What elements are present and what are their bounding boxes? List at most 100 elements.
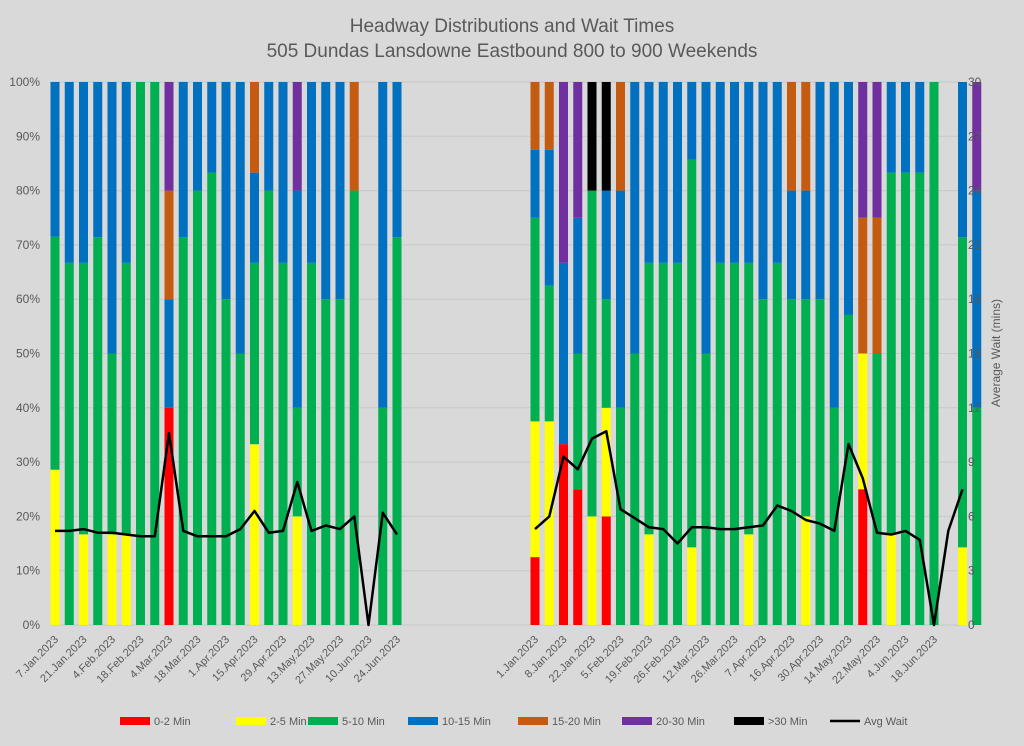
bar-segment	[958, 82, 967, 238]
bar-segment	[544, 149, 554, 286]
bar-segment	[50, 82, 60, 237]
bar-segment	[221, 82, 231, 300]
bar-segment	[958, 547, 967, 625]
bar-segment	[901, 172, 910, 625]
y2-tick-label: 15	[968, 347, 982, 361]
bar-segment	[587, 516, 597, 625]
bar-segment	[79, 534, 88, 625]
bar-segment	[50, 236, 60, 470]
bar-segment	[530, 82, 540, 150]
bar-segment	[544, 285, 554, 422]
bar-segment	[658, 262, 668, 625]
bar-segment	[207, 172, 217, 625]
bar-segment	[93, 237, 103, 625]
bar-segment	[349, 190, 359, 625]
bar-segment	[573, 217, 583, 354]
y2-tick-label: 21	[968, 238, 982, 252]
bar-segment	[321, 82, 331, 300]
bar-segment	[787, 82, 796, 191]
bar-segment	[758, 299, 768, 625]
bar-segment	[601, 190, 611, 300]
bar-segment	[801, 190, 811, 300]
bar-segment	[164, 299, 174, 408]
bar-segment	[844, 82, 853, 315]
bar-segment	[307, 82, 316, 263]
bar-segment	[250, 172, 259, 263]
bar-segment	[250, 444, 259, 625]
bar-segment	[587, 82, 597, 191]
bar-segment	[292, 516, 302, 625]
bar-segment	[687, 82, 697, 160]
bar-segment	[787, 299, 796, 625]
bar-segment	[264, 190, 274, 625]
bar-segment	[687, 547, 697, 625]
legend-swatch	[120, 717, 150, 725]
bar-segment	[349, 82, 359, 191]
avg-wait-line	[55, 431, 399, 627]
bar-segment	[972, 407, 982, 625]
bar-segment	[530, 421, 540, 558]
y2-tick-label: 9	[968, 455, 975, 469]
bar-segment	[815, 299, 825, 625]
bar-segment	[858, 217, 868, 354]
bar-segment	[972, 82, 982, 191]
bar-segment	[673, 82, 682, 263]
y2-tick-label: 24	[968, 184, 982, 198]
bar-segment	[573, 353, 583, 490]
bar-segment	[872, 353, 882, 625]
bar-segment	[915, 172, 925, 625]
legend-label: 2-5 Min	[270, 716, 307, 728]
bar-segment	[278, 262, 288, 625]
bar-segment	[121, 262, 131, 535]
y-tick-label: 100%	[9, 75, 40, 89]
bar-segment	[530, 149, 540, 218]
bar-segment	[730, 82, 739, 263]
legend-swatch	[734, 717, 764, 725]
bar-segment	[687, 159, 697, 548]
bar-segment	[378, 82, 388, 408]
bar-segment	[886, 172, 896, 535]
avg-wait-line	[534, 430, 964, 627]
bar-segment	[164, 407, 174, 625]
bar-segment	[235, 82, 245, 354]
bar-segment	[530, 557, 540, 625]
legend: 0-2 Min 2-5 Min 5-10 Min 10-15 Min 15-20 Min…	[120, 716, 907, 728]
y-tick-label: 60%	[16, 292, 40, 306]
bar-segment	[886, 82, 896, 173]
chart-title: Headway Distributions and Wait Times	[350, 16, 675, 37]
bar-segment	[644, 82, 654, 263]
bar-segment	[193, 82, 202, 191]
y2-axis-title: Average Wait (mins)	[989, 299, 1003, 407]
bar-segment	[321, 299, 331, 625]
y2-tick-label: 6	[968, 509, 975, 523]
y2-tick-label: 12	[968, 401, 982, 415]
bar-segment	[872, 217, 882, 354]
bar-segment	[250, 82, 259, 173]
bar-segment	[178, 237, 188, 625]
bar-segment	[744, 82, 754, 263]
bar-segment	[772, 262, 782, 625]
bar-segment	[64, 82, 74, 263]
bar-segment	[307, 262, 316, 625]
bar-segment	[701, 82, 711, 354]
bar-segment	[573, 489, 583, 625]
bar-segment	[715, 82, 725, 263]
y2-tick-label: 3	[968, 564, 975, 578]
bar-segment	[915, 82, 925, 173]
bar-segment	[559, 444, 568, 625]
bar-segment	[958, 237, 967, 548]
bar-segment	[264, 82, 274, 191]
bar-segment	[207, 82, 217, 173]
bar-segment	[815, 82, 825, 300]
bar-segment	[829, 82, 839, 408]
bar-segment	[858, 82, 868, 218]
bar-segment	[858, 489, 868, 625]
avg-wait-lines	[55, 430, 964, 627]
bar-segment	[573, 82, 583, 218]
bar-segment	[587, 190, 597, 517]
y-tick-label: 10%	[16, 564, 40, 578]
bar-segment	[164, 82, 174, 191]
bar-segment	[601, 407, 611, 517]
bar-segment	[730, 262, 739, 625]
